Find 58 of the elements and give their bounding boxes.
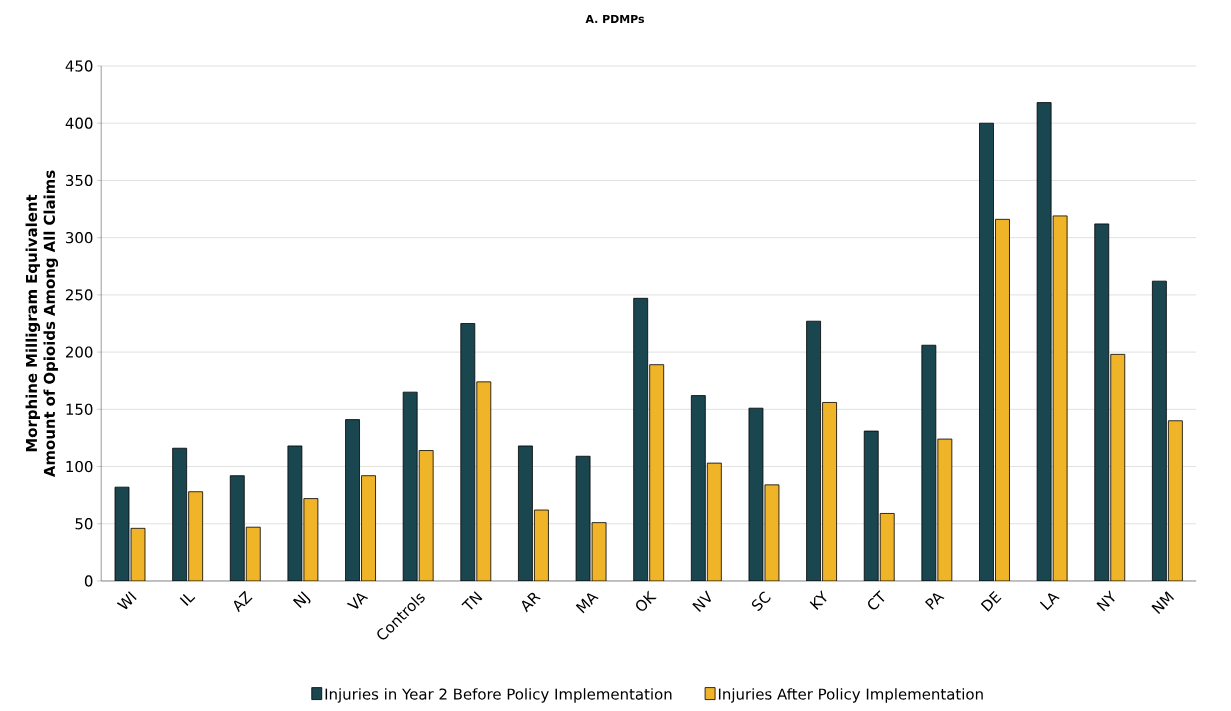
bar bbox=[979, 122, 994, 581]
bar bbox=[1110, 353, 1126, 581]
bar bbox=[245, 526, 261, 581]
bar bbox=[518, 445, 533, 581]
x-tick-label: OK bbox=[636, 590, 657, 611]
bar bbox=[345, 419, 360, 581]
y-tick-label: 350 bbox=[66, 174, 93, 187]
x-tick-label: LA bbox=[1039, 593, 1060, 611]
x-tick-label: NV bbox=[692, 590, 711, 613]
x-tick-label: TN bbox=[461, 591, 483, 610]
x-tick-label: SC bbox=[751, 591, 771, 612]
x-tick-label: AZ bbox=[233, 590, 253, 613]
bar bbox=[995, 218, 1010, 581]
bar bbox=[476, 381, 492, 581]
y-tick-label: 200 bbox=[65, 346, 93, 358]
y-tick-label: 150 bbox=[66, 403, 93, 415]
bar bbox=[1151, 280, 1167, 581]
bar bbox=[863, 430, 879, 581]
x-tick-label: MA bbox=[575, 593, 599, 614]
x-tick-label: KY bbox=[809, 590, 827, 610]
bar bbox=[633, 297, 649, 581]
bar bbox=[1094, 223, 1110, 581]
bar bbox=[806, 320, 821, 581]
y-tick-label: 250 bbox=[65, 289, 93, 301]
bar bbox=[229, 475, 245, 581]
bar bbox=[1167, 420, 1183, 581]
bar bbox=[690, 395, 706, 581]
y-axis-title: Morphine Milligram Equivalent Amount of Opioids Among All Claims bbox=[25, 170, 59, 478]
y-tick-label: 450 bbox=[65, 60, 93, 72]
bar bbox=[172, 447, 188, 581]
bar bbox=[188, 491, 204, 581]
bar bbox=[460, 323, 476, 581]
bar bbox=[706, 462, 722, 581]
bar bbox=[879, 513, 895, 581]
legend-label: Injuries After Policy Implementation bbox=[718, 688, 983, 703]
x-tick-label: PA bbox=[924, 593, 945, 610]
y-tick-label: 300 bbox=[66, 232, 93, 244]
y-tick-label: 50 bbox=[75, 518, 93, 530]
x-tick-label: NY bbox=[1096, 590, 1115, 612]
x-tick-label: WI bbox=[116, 591, 137, 610]
x-tick-label: DE bbox=[980, 590, 1002, 612]
x-tick-label: VA bbox=[346, 593, 369, 609]
x-tick-label: CT bbox=[868, 590, 885, 610]
y-tick-label: 400 bbox=[65, 117, 93, 129]
chart-title: A. PDMPs bbox=[585, 14, 645, 24]
legend-label: Injuries in Year 2 Before Policy Implementation bbox=[325, 688, 672, 703]
x-tick-label: NJ bbox=[292, 591, 311, 608]
y-tick-label: 100 bbox=[66, 460, 93, 473]
bar bbox=[649, 364, 665, 581]
y-tick-label: 0 bbox=[84, 575, 93, 587]
bar bbox=[418, 450, 434, 581]
x-tick-label: AR bbox=[521, 592, 541, 613]
bar bbox=[534, 509, 549, 581]
x-tick-label: IL bbox=[179, 594, 196, 606]
bar bbox=[822, 402, 837, 581]
bar bbox=[361, 475, 376, 581]
bar bbox=[402, 391, 418, 581]
x-tick-label: NM bbox=[1151, 591, 1175, 614]
